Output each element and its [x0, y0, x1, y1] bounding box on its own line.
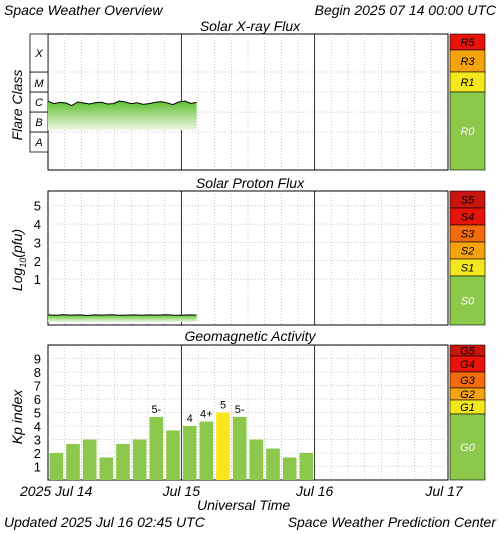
kp-bar-4	[116, 443, 130, 480]
geomag-scale-label-G4: G4	[460, 359, 475, 371]
kp-ytick-6: 6	[34, 392, 41, 407]
xray-scale-label-R3: R3	[460, 56, 475, 68]
geomag-scale-label-G3: G3	[460, 375, 476, 387]
xray-flux-line	[47, 100, 197, 107]
proton-ytick-3: 3	[34, 235, 41, 250]
proton-flux-line	[47, 314, 197, 316]
kp-bar-label-11: 5-	[235, 404, 245, 416]
kp-bar-12	[249, 439, 264, 480]
kp-bar-14	[282, 457, 297, 480]
kp-bar-label-10: 5	[220, 400, 226, 412]
kp-bar-label-8: 4	[187, 413, 193, 425]
kp-bar-label-9: 4+	[200, 409, 213, 421]
xray-scale-cell-R0	[449, 91, 486, 171]
swpc-credit: Space Weather Prediction Center	[287, 514, 496, 530]
xray-panel-title: Solar X-ray Flux	[199, 18, 301, 34]
xray-flux-area	[48, 101, 197, 130]
kp-ytick-3: 3	[34, 433, 41, 448]
xray-scale-label-R5: R5	[460, 37, 475, 49]
geomag-panel-title: Geomagnetic Activity	[184, 328, 316, 344]
geomag-scale-label-G0: G0	[460, 442, 476, 454]
kp-bar-0	[49, 453, 64, 480]
kp-bar-7	[166, 430, 180, 480]
kp-ytick-4: 4	[34, 419, 41, 434]
proton-scale-label-S5: S5	[461, 195, 475, 207]
kp-ytick-2: 2	[34, 446, 41, 461]
proton-panel-title: Solar Proton Flux	[195, 175, 305, 191]
xaxis-tick-1: Jul 15	[162, 483, 201, 499]
xray-scale-label-R1: R1	[460, 77, 474, 89]
kp-bar-5	[132, 439, 147, 480]
kp-bar-9	[199, 421, 214, 480]
kp-bar-15	[299, 453, 314, 480]
xaxis-label: Universal Time	[197, 497, 291, 513]
begin-time: Begin 2025 07 14 00:00 UTC	[314, 2, 496, 18]
proton-ytick-4: 4	[34, 217, 41, 232]
geomag-scale-label-G5: G5	[460, 346, 476, 358]
xray-class-label-B: B	[35, 117, 42, 129]
xray-class-box-X	[29, 33, 49, 73]
proton-scale-label-S0: S0	[461, 296, 475, 308]
proton-scale-label-S4: S4	[461, 212, 474, 224]
proton-scale-label-S1: S1	[461, 263, 474, 275]
proton-ytick-2: 2	[34, 254, 41, 269]
geomag-scale-cell-G0	[449, 413, 486, 481]
proton-ytick-5: 5	[34, 199, 41, 214]
xaxis-tick-2: Jul 16	[295, 483, 334, 499]
kp-bar-10	[216, 412, 230, 480]
kp-ytick-1: 1	[34, 460, 41, 475]
app-title: Space Weather Overview	[4, 2, 163, 18]
kp-bar-13	[266, 448, 280, 480]
xray-class-label-M: M	[34, 78, 44, 90]
xray-class-label-A: A	[34, 137, 42, 149]
proton-ytick-1: 1	[34, 272, 41, 287]
proton-scale-label-S3: S3	[461, 229, 475, 241]
xray-class-label-C: C	[35, 97, 43, 109]
kp-bar-6	[149, 416, 164, 480]
updated-time: Updated 2025 Jul 16 02:45 UTC	[4, 514, 205, 530]
xaxis-tick-0: 2025 Jul 14	[19, 483, 93, 499]
xray-scale-label-R0: R0	[460, 126, 475, 138]
geomag-scale-label-G1: G1	[460, 402, 475, 414]
kp-bar-label-6: 5-	[151, 404, 161, 416]
xaxis-tick-3: Jul 17	[424, 483, 464, 499]
kp-ytick-8: 8	[34, 365, 41, 380]
kp-ytick-7: 7	[34, 379, 41, 394]
kp-bar-11	[232, 416, 247, 480]
kp-bar-3	[99, 457, 114, 480]
geomag-scale-label-G2: G2	[460, 389, 475, 401]
kp-bar-8	[182, 426, 197, 480]
kp-ytick-5: 5	[34, 406, 41, 421]
xray-class-label-X: X	[34, 48, 43, 60]
kp-bar-2	[82, 439, 97, 480]
kp-ytick-9: 9	[34, 352, 41, 367]
proton-flux-area	[48, 314, 197, 322]
proton-scale-cell-S0	[449, 275, 486, 326]
proton-scale-label-S2: S2	[461, 246, 474, 258]
panel-frame-0	[47, 33, 449, 171]
kp-bar-1	[66, 443, 80, 480]
